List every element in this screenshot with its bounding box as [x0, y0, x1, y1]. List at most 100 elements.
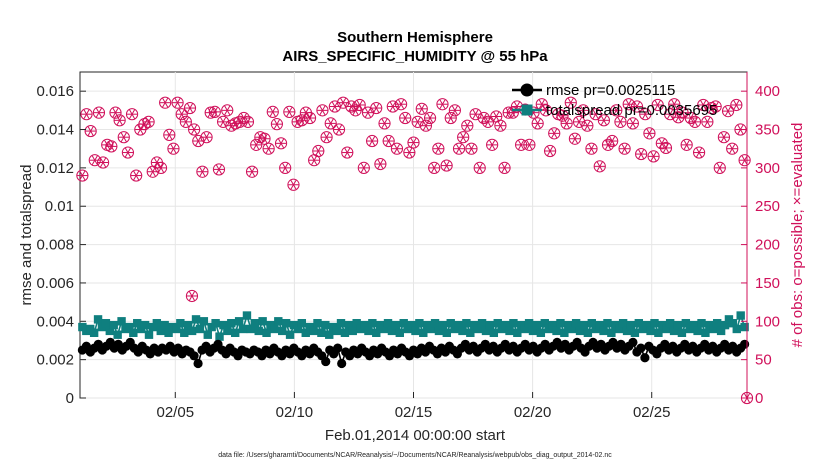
y-tick-label: 0.014: [36, 122, 74, 139]
obs-possible-point: [684, 111, 697, 125]
obs-evaluated-point: [188, 124, 200, 135]
obs-evaluated-point: [151, 157, 163, 168]
obs-evaluated-point: [449, 105, 461, 116]
obs-evaluated-point: [325, 118, 336, 129]
totalspread-point: [368, 319, 377, 328]
obs-evaluated-point: [478, 113, 490, 123]
obs-possible-point: [614, 115, 627, 128]
totalspread-point: [532, 320, 542, 330]
totalspread-point: [583, 328, 593, 337]
obs-possible-point: [461, 119, 474, 132]
obs-evaluated-point: [606, 136, 618, 146]
obs-evaluated-point: [594, 161, 605, 172]
obs-possible-point: [332, 123, 346, 136]
obs-evaluated-point: [462, 120, 473, 131]
x-tick-label: 02/10: [276, 404, 314, 421]
obs-possible-point: [577, 104, 590, 117]
grid: [80, 72, 747, 399]
obs-evaluated-point: [598, 115, 610, 126]
obs-possible-point: [212, 163, 226, 176]
obs-evaluated-point: [532, 118, 543, 129]
obs-possible-point: [680, 138, 693, 151]
obs-possible-point: [601, 138, 615, 151]
obs-evaluated-point: [342, 147, 353, 158]
obs-evaluated-point: [275, 138, 287, 149]
obs-possible-point: [432, 142, 445, 155]
totalspread-point: [262, 328, 271, 337]
obs-evaluated-point: [698, 100, 709, 110]
obs-possible-point: [564, 96, 577, 109]
obs-possible-point: [465, 142, 478, 155]
obs-evaluated-point: [664, 109, 676, 119]
totalspread-point: [360, 320, 369, 330]
totalspread-point: [634, 319, 644, 328]
obs-possible-point: [312, 144, 325, 158]
obs-possible-point: [668, 98, 681, 111]
obs-evaluated-point: [358, 163, 370, 173]
totalspread-point: [665, 319, 675, 328]
totalspread-point: [317, 328, 326, 337]
y-tick-label: 0.002: [36, 352, 74, 369]
totalspread-point: [281, 319, 291, 328]
totalspread-point: [575, 326, 585, 336]
y-right-tick-label: 300: [755, 160, 780, 177]
obs-evaluated-point: [193, 136, 204, 146]
obs-possible-point: [444, 111, 457, 125]
obs-evaluated-point: [371, 103, 382, 113]
obs-evaluated-point: [155, 163, 167, 173]
obs-possible-point: [80, 108, 93, 121]
obs-possible-point: [738, 154, 751, 167]
obs-evaluated-point: [544, 146, 556, 156]
totalspread-point: [587, 319, 596, 328]
totalspread-point: [117, 317, 126, 326]
obs-possible-point: [643, 127, 656, 140]
obs-evaluated-point: [495, 120, 506, 131]
totalspread-point: [654, 328, 663, 337]
obs-evaluated-point: [722, 106, 734, 116]
totalspread-point: [93, 315, 103, 324]
totalspread-point: [505, 326, 514, 336]
totalspread-point: [231, 328, 240, 337]
totalspread-point: [603, 319, 612, 328]
totalspread-point: [462, 319, 471, 328]
obs-possible-point: [692, 146, 706, 159]
totalspread-point: [430, 319, 440, 328]
obs-evaluated-point: [383, 136, 394, 146]
obs-possible-point: [630, 100, 644, 113]
rmse-point: [321, 356, 331, 367]
obs-possible-point: [163, 128, 176, 141]
totalspread-point: [195, 324, 205, 334]
obs-evaluated-point: [159, 97, 171, 108]
totalspread-point: [125, 322, 134, 332]
obs-possible-point: [378, 117, 391, 130]
obs-possible-point: [486, 138, 499, 151]
obs-possible-point: [543, 144, 557, 158]
totalspread-point: [689, 320, 698, 330]
obs-evaluated-point: [184, 103, 196, 113]
obs-evaluated-point: [536, 99, 548, 109]
obs-possible-point: [88, 154, 101, 167]
obs-evaluated-point: [251, 140, 262, 150]
totalspread-point: [477, 319, 487, 328]
totalspread-point: [238, 324, 248, 334]
obs-evaluated-point: [164, 130, 175, 140]
obs-possible-point: [494, 119, 507, 132]
obs-possible-point: [452, 142, 466, 155]
obs-evaluated-point: [395, 99, 407, 109]
totalspread-point: [407, 320, 416, 330]
totalspread-point: [234, 317, 244, 326]
obs-evaluated-point: [288, 180, 299, 190]
totalspread-point: [662, 324, 671, 334]
obs-evaluated-point: [714, 163, 725, 173]
y-right-tick-label: 50: [755, 352, 772, 369]
totalspread-point: [242, 311, 252, 320]
obs-evaluated-point: [313, 146, 324, 156]
totalspread-point: [513, 328, 522, 337]
totalspread-point: [697, 319, 706, 328]
totalspread-point: [180, 328, 189, 337]
totalspread-point: [419, 328, 428, 337]
obs-evaluated-point: [590, 109, 601, 119]
obs-possible-point: [357, 161, 370, 174]
obs-evaluated-point: [408, 137, 419, 148]
obs-evaluated-point: [577, 105, 589, 116]
